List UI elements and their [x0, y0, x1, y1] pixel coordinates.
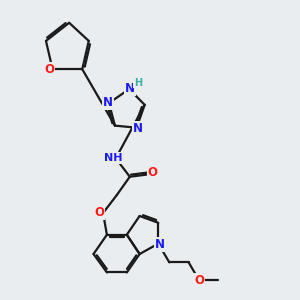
Text: NH: NH — [103, 153, 122, 163]
Text: N: N — [154, 238, 164, 251]
Text: O: O — [194, 274, 204, 287]
Text: O: O — [44, 63, 55, 76]
Text: N: N — [103, 96, 113, 109]
Text: O: O — [94, 206, 104, 219]
Text: O: O — [148, 167, 158, 179]
Text: H: H — [134, 77, 142, 88]
Text: N: N — [133, 122, 142, 135]
Text: N: N — [125, 82, 135, 95]
